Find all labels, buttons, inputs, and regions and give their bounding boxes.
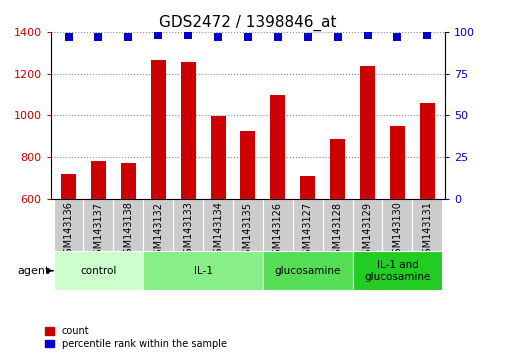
Bar: [352, 251, 441, 290]
Bar: [143, 251, 263, 290]
Bar: [263, 199, 292, 251]
Point: [273, 34, 281, 40]
Text: GSM143131: GSM143131: [422, 201, 431, 261]
Text: GSM143132: GSM143132: [153, 201, 163, 261]
Point: [243, 34, 251, 40]
Bar: [54, 251, 143, 290]
Text: GSM143130: GSM143130: [392, 201, 401, 261]
Bar: [113, 199, 143, 251]
Bar: [270, 95, 285, 199]
Point: [124, 34, 132, 40]
Text: GSM143135: GSM143135: [242, 201, 252, 261]
Bar: [54, 199, 83, 251]
Text: agent: agent: [18, 266, 50, 276]
Text: GSM143133: GSM143133: [183, 201, 193, 261]
Bar: [210, 116, 225, 199]
Point: [184, 32, 192, 38]
Bar: [322, 199, 352, 251]
Bar: [240, 131, 255, 199]
Point: [303, 34, 311, 40]
Bar: [360, 66, 374, 199]
Bar: [412, 199, 441, 251]
Text: GSM143134: GSM143134: [213, 201, 223, 261]
Text: GSM143129: GSM143129: [362, 201, 372, 261]
Text: GSM143136: GSM143136: [64, 201, 73, 261]
Text: GSM143128: GSM143128: [332, 201, 342, 261]
Bar: [232, 199, 263, 251]
Bar: [180, 62, 195, 199]
Bar: [419, 103, 434, 199]
Text: IL-1 and
glucosamine: IL-1 and glucosamine: [364, 260, 430, 281]
Point: [214, 34, 222, 40]
Point: [64, 34, 72, 40]
Bar: [389, 126, 404, 199]
Bar: [263, 251, 352, 290]
Text: GSM143126: GSM143126: [272, 201, 282, 261]
Text: glucosamine: glucosamine: [274, 266, 340, 276]
Bar: [352, 199, 382, 251]
Bar: [83, 199, 113, 251]
Text: control: control: [80, 266, 116, 276]
Point: [333, 34, 341, 40]
Point: [392, 34, 400, 40]
Bar: [203, 199, 232, 251]
Bar: [143, 199, 173, 251]
Text: GSM143127: GSM143127: [302, 201, 312, 261]
Bar: [382, 199, 412, 251]
Bar: [150, 60, 166, 199]
Title: GDS2472 / 1398846_at: GDS2472 / 1398846_at: [159, 14, 336, 30]
Point: [423, 32, 431, 38]
Point: [94, 34, 103, 40]
Bar: [292, 199, 322, 251]
Point: [363, 32, 371, 38]
Bar: [61, 174, 76, 199]
Legend: count, percentile rank within the sample: count, percentile rank within the sample: [45, 326, 226, 349]
Bar: [173, 199, 203, 251]
Bar: [121, 164, 135, 199]
Bar: [299, 176, 315, 199]
Bar: [91, 161, 106, 199]
Text: IL-1: IL-1: [193, 266, 212, 276]
Point: [154, 32, 162, 38]
Text: GSM143137: GSM143137: [93, 201, 103, 261]
Bar: [330, 139, 344, 199]
Text: GSM143138: GSM143138: [123, 201, 133, 261]
